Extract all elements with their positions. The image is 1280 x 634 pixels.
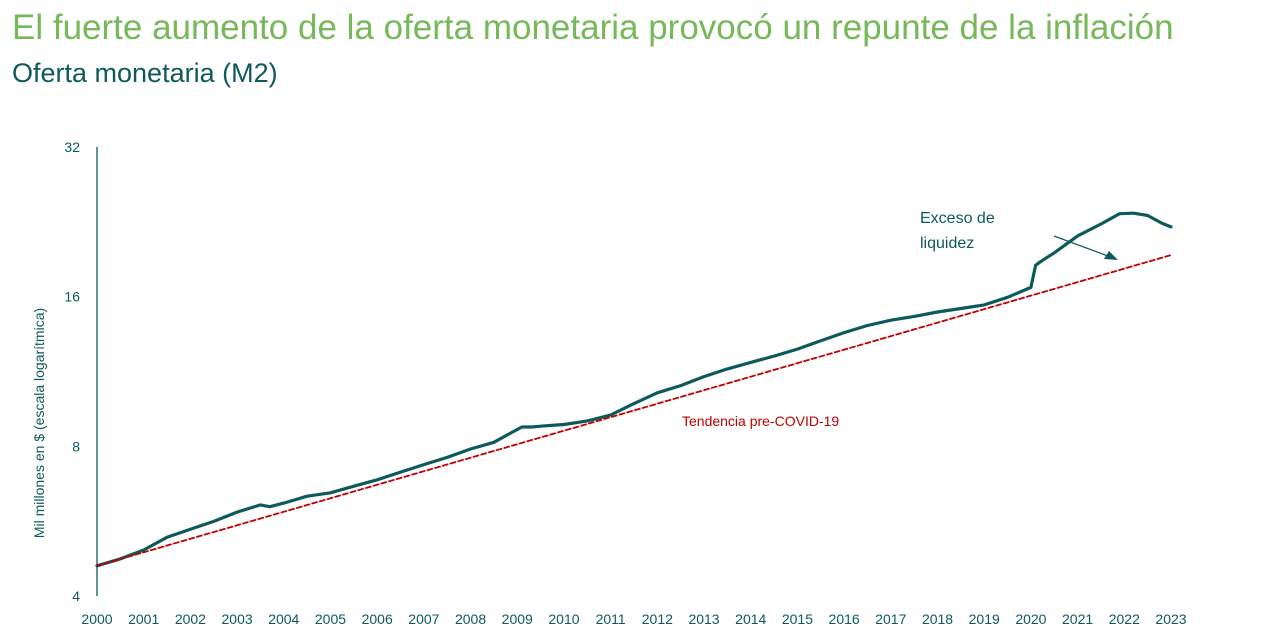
y-tick-label: 4: [72, 588, 80, 604]
x-tick-label: 2021: [1062, 611, 1093, 627]
x-tick-label: 2001: [128, 611, 159, 627]
chart-title: El fuerte aumento de la oferta monetaria…: [12, 8, 1174, 47]
x-tick-label: 2000: [81, 611, 112, 627]
y-tick-label: 16: [64, 289, 80, 305]
x-tick-label: 2008: [455, 611, 486, 627]
x-tick-label: 2009: [502, 611, 533, 627]
x-tick-label: 2002: [175, 611, 206, 627]
x-tick-label: 2013: [688, 611, 719, 627]
m2-line: [95, 211, 1173, 568]
excess-liquidity-arrow: [1053, 235, 1118, 260]
x-tick-label: 2010: [548, 611, 579, 627]
x-tick-label: 2011: [596, 611, 626, 627]
x-tick-label: 2014: [735, 611, 766, 627]
tick-labels: 4 8 16 32 2000 2001 2002 2003 2004 2005 2006 2007 20…: [64, 139, 1186, 627]
y-tick-label: 8: [72, 438, 80, 454]
x-tick-label: 2016: [829, 611, 860, 627]
y-axis-label: Mil millones en $ (escala logarítmica): [31, 308, 47, 538]
x-tick-label: 2005: [315, 611, 346, 627]
x-tick-label: 2003: [222, 611, 253, 627]
x-tick-label: 2022: [1109, 611, 1140, 627]
x-tick-label: 2012: [642, 611, 673, 627]
chart-subtitle: Oferta monetaria (M2): [12, 58, 278, 88]
excess-liquidity-annotation-line2: liquidez: [920, 235, 974, 252]
excess-liquidity-annotation-line1: Exceso de: [920, 210, 995, 227]
y-tick-label: 32: [64, 139, 80, 155]
x-tick-label: 2006: [362, 611, 393, 627]
x-tick-label: 2004: [268, 611, 299, 627]
trend-annotation: Tendencia pre-COVID-19: [682, 413, 839, 429]
x-tick-label: 2018: [922, 611, 953, 627]
x-tick-label: 2020: [1015, 611, 1046, 627]
x-tick-label: 2007: [408, 611, 439, 627]
trend-line: [96, 254, 1172, 567]
series-group: [95, 211, 1173, 568]
x-tick-label: 2017: [875, 611, 906, 627]
x-tick-label: 2015: [782, 611, 813, 627]
x-tick-label: 2019: [969, 611, 1000, 627]
x-tick-label: 2023: [1155, 611, 1186, 627]
